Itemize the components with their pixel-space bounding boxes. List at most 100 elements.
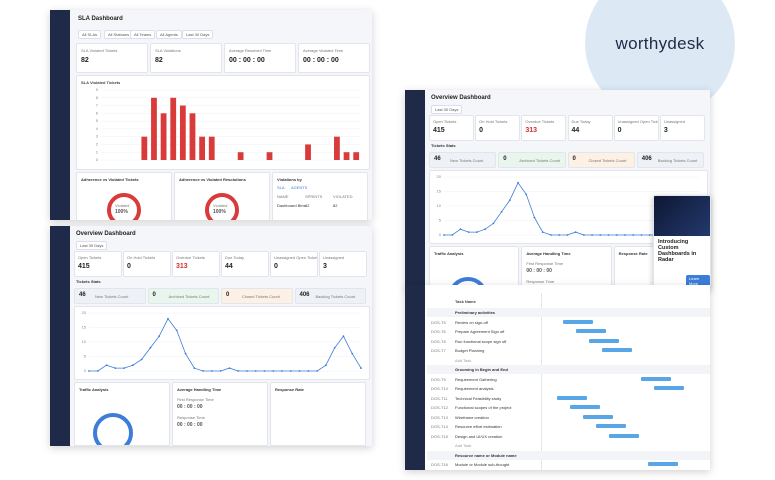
sidebar bbox=[405, 285, 425, 470]
stat-value: 406 bbox=[299, 292, 310, 298]
task-id: DOS-T13 bbox=[431, 414, 448, 420]
point bbox=[202, 370, 204, 372]
stat-box: 0 Archived Tickets Count bbox=[147, 288, 219, 304]
kpi-value: 0 bbox=[127, 263, 131, 270]
kpi-label: On Hold Tickets bbox=[479, 119, 508, 124]
point bbox=[184, 352, 187, 355]
task-id: DOS-T7 bbox=[431, 348, 446, 353]
promo-button[interactable]: Learn More bbox=[686, 275, 710, 286]
group-name: Preliminary activities bbox=[455, 310, 496, 315]
stat-box: 406 Backlog Tickets Count bbox=[636, 152, 704, 168]
group-name: Resource name or Module name bbox=[455, 452, 517, 458]
task-id: DOS-T15 bbox=[431, 433, 448, 439]
y-tick-label: 1 bbox=[96, 149, 99, 154]
kpi-value: 00 : 00 : 00 bbox=[229, 57, 265, 64]
bar bbox=[353, 152, 360, 160]
y-tick-label: 0 bbox=[84, 368, 87, 373]
point bbox=[591, 234, 593, 236]
point bbox=[492, 222, 495, 225]
point bbox=[325, 364, 327, 367]
kpi-card: SLA Violated Tickets 82 bbox=[76, 43, 148, 73]
stat-box: 406 Backlog Tickets Count bbox=[294, 288, 366, 304]
point bbox=[131, 364, 134, 367]
point bbox=[316, 370, 319, 372]
stat-value: 46 bbox=[79, 292, 86, 298]
task-name: Module or Module sub-thought bbox=[455, 462, 510, 467]
task-name: Design and UI/UX creation bbox=[455, 433, 503, 439]
y-tick-label: 7 bbox=[96, 103, 99, 108]
group-row bbox=[427, 308, 710, 317]
kpi-label: Unassigned bbox=[323, 255, 345, 260]
chart-card: 0 5 10 15 20 bbox=[74, 306, 370, 380]
filter-chip: All Agents bbox=[156, 30, 182, 39]
section-title: Tickets Stats bbox=[431, 143, 456, 148]
y-tick-label: 20 bbox=[82, 310, 87, 315]
kpi-value: 82 bbox=[81, 57, 89, 64]
point bbox=[140, 358, 143, 361]
kpi-card: On Hold Tickets 0 bbox=[475, 115, 521, 141]
point bbox=[467, 231, 470, 233]
point bbox=[360, 367, 362, 369]
gantt-bar bbox=[589, 338, 619, 343]
point bbox=[533, 216, 536, 219]
gantt-bar bbox=[576, 329, 606, 333]
stat-value: 406 bbox=[641, 156, 652, 162]
y-tick-label: 5 bbox=[439, 218, 442, 223]
point bbox=[541, 231, 544, 233]
point bbox=[307, 370, 310, 372]
chart-card: SLA Violated Tickets 0 1 2 3 4 5 6 7 8 9 bbox=[76, 75, 370, 170]
point bbox=[648, 234, 651, 236]
point bbox=[193, 367, 196, 369]
stat-box: 46 New Tickets Count bbox=[74, 288, 146, 304]
point bbox=[582, 234, 585, 236]
kpi-value: 44 bbox=[225, 263, 233, 270]
bar bbox=[151, 97, 157, 160]
info-card: Adherence vs Violated Tickets Violated 100… bbox=[76, 172, 172, 220]
tab: AGENTS bbox=[291, 185, 308, 190]
task-name: Prepare Agreement Sign off bbox=[455, 329, 505, 334]
kpi-value: 313 bbox=[176, 263, 188, 270]
task-name: Run functional scope sign off bbox=[455, 338, 507, 344]
gantt-bar bbox=[654, 386, 684, 390]
kpi-value: 0 bbox=[479, 127, 484, 134]
bar bbox=[199, 136, 205, 160]
task-id: DOS-T10 bbox=[431, 386, 448, 391]
tab: SLA bbox=[277, 185, 285, 190]
card-title: Violations by bbox=[277, 177, 302, 182]
kpi-card: Average Violated Time 00 : 00 : 00 bbox=[298, 43, 370, 73]
stat-value: 46 bbox=[434, 156, 441, 162]
card-title: Response Rate bbox=[618, 251, 648, 256]
card-title: Adherence vs Violated Resolutions bbox=[179, 177, 246, 182]
section-title: Tickets Stats bbox=[76, 279, 101, 284]
bar bbox=[343, 152, 350, 160]
task-id: DOS-T16 bbox=[431, 462, 448, 467]
info-card: Traffic Analysis bbox=[429, 246, 520, 290]
card-title: Average Handling Time bbox=[526, 251, 571, 256]
gantt-bar bbox=[641, 376, 671, 381]
stat-value: 0 bbox=[152, 292, 156, 298]
point bbox=[632, 234, 635, 236]
y-tick-label: 20 bbox=[437, 174, 442, 179]
gantt-bar bbox=[557, 395, 587, 400]
kpi-label: Overdue Tickets bbox=[176, 255, 205, 260]
task-id: DOS-T12 bbox=[431, 405, 448, 410]
point bbox=[114, 367, 117, 369]
stat-label: Closed Tickets Count bbox=[242, 294, 280, 299]
point bbox=[558, 234, 561, 236]
kpi-label: Average Violated Time bbox=[303, 48, 344, 53]
point bbox=[254, 370, 257, 372]
column-header: SPRINTS bbox=[305, 194, 323, 199]
promo-card: Introducing Custom Dashboards in Radar Le… bbox=[653, 195, 711, 287]
y-tick-label: 0 bbox=[439, 232, 442, 237]
stat-label: New Tickets Count bbox=[450, 158, 484, 163]
add-task: Add Task bbox=[455, 357, 472, 363]
column-header: NAME bbox=[277, 194, 289, 199]
bar bbox=[266, 152, 273, 160]
gantt-bar bbox=[570, 405, 600, 409]
promo-title: Introducing Custom Dashboards in Radar bbox=[658, 239, 697, 263]
gantt-bar bbox=[648, 462, 678, 466]
point bbox=[228, 367, 231, 369]
group-name: Grooming in Begin and End bbox=[455, 367, 508, 372]
